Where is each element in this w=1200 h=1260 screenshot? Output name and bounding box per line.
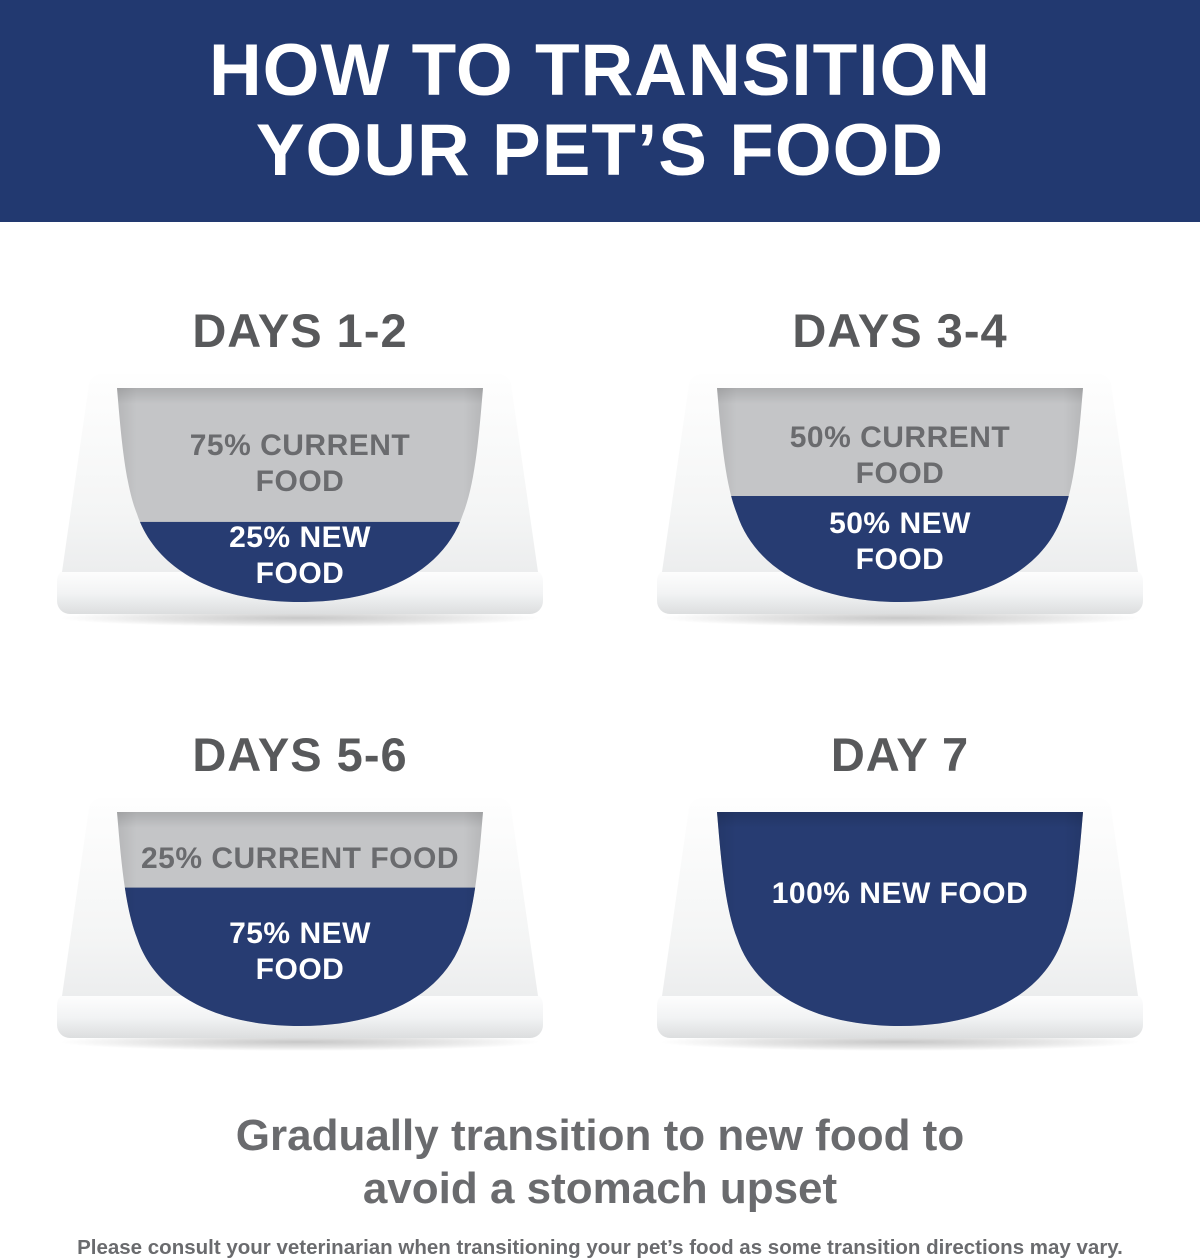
step-title: DAYS 5-6 (192, 728, 408, 781)
bowl-graphic (57, 374, 543, 627)
step-title: DAYS 1-2 (192, 304, 408, 357)
step-title: DAYS 3-4 (792, 304, 1008, 357)
transition-steps-grid: DAYS 1-2 (0, 268, 1200, 1054)
step-panel-days-1-2: DAYS 1-2 (55, 268, 545, 630)
veterinarian-disclaimer-text: Please consult your veterinarian when tr… (77, 1235, 1123, 1259)
bowl-graphic (57, 798, 543, 1051)
step-panel-day-7: DAY 7 (655, 692, 1145, 1054)
step-panel-days-5-6: DAYS 5-6 (55, 692, 545, 1054)
new-food-label: 75% NEW FOOD (229, 917, 371, 986)
food-bowl-day-7: 100% NEW FOOD (655, 796, 1145, 1054)
current-food-label: 75% CURRENT FOOD (189, 429, 411, 498)
new-food-label: 50% NEW FOOD (829, 507, 971, 576)
current-food-label: 50% CURRENT FOOD (789, 421, 1011, 490)
title-banner: HOW TO TRANSITION YOUR PET’S FOOD (0, 0, 1200, 222)
food-bowl-days-3-4: 50% CURRENT FOOD 50% NEW FOOD (655, 372, 1145, 630)
step-title: DAY 7 (830, 728, 970, 781)
current-food-label: 25% CURRENT FOOD (140, 842, 460, 875)
page-title-line1: HOW TO TRANSITION (208, 30, 992, 112)
food-bowl-days-5-6: 25% CURRENT FOOD 75% NEW FOOD (55, 796, 545, 1054)
page-title-line2: YOUR PET’S FOOD (255, 110, 945, 191)
bowl-graphic (657, 798, 1143, 1051)
interior-side-shade (717, 812, 1083, 1026)
bowl-graphic (657, 374, 1143, 627)
new-food-label: 100% NEW FOOD (771, 877, 1029, 910)
step-panel-days-3-4: DAYS 3-4 (655, 268, 1145, 630)
new-food-label: 25% NEW FOOD (229, 521, 371, 590)
food-bowl-days-1-2: 75% CURRENT FOOD 25% NEW FOOD (55, 372, 545, 630)
interior-side-shade (717, 388, 1083, 602)
interior-side-shade (117, 812, 483, 1026)
interior-side-shade (117, 388, 483, 602)
